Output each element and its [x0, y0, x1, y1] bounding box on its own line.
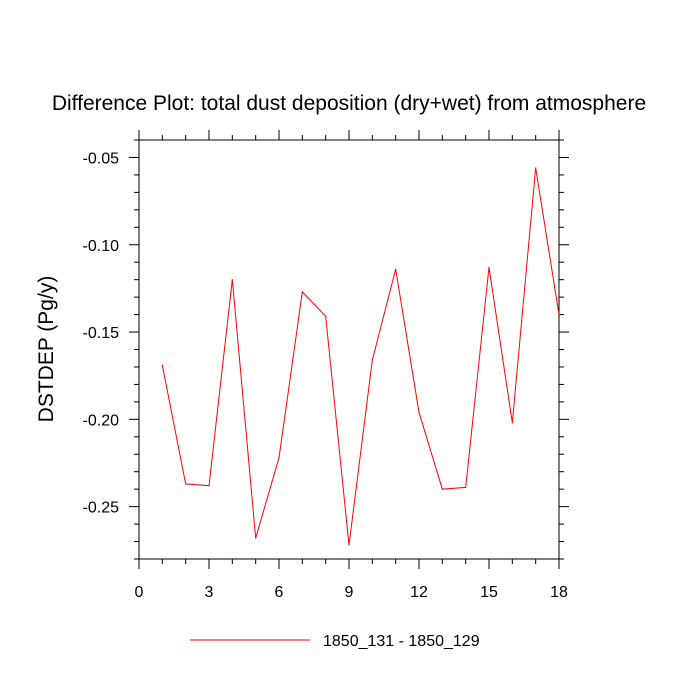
y-axis-label: DSTDEP (Pg/y) — [35, 276, 58, 423]
minor-ticks — [134, 135, 564, 564]
chart-title: Difference Plot: total dust deposition (… — [52, 92, 646, 115]
x-tick-label: 6 — [275, 584, 284, 601]
data-point — [558, 313, 560, 316]
major-ticks — [129, 130, 569, 569]
y-tick-label: -0.05 — [83, 150, 120, 167]
data-point — [208, 485, 210, 487]
data-point — [511, 422, 513, 424]
data-point — [418, 411, 420, 413]
series-line-0 — [161, 167, 560, 546]
y-tick-label: -0.25 — [83, 500, 120, 517]
x-tick-label: 0 — [135, 584, 144, 601]
x-tick-label: 15 — [480, 584, 498, 601]
y-tick-label: -0.15 — [83, 325, 120, 342]
y-tick-label: -0.10 — [83, 238, 120, 255]
data-point — [348, 544, 350, 546]
legend: 1850_131 - 1850_129 — [190, 633, 480, 650]
plot-frame — [138, 139, 560, 560]
legend-label: 1850_131 - 1850_129 — [323, 633, 480, 650]
data-point — [488, 266, 490, 269]
x-tick-label: 3 — [205, 584, 214, 601]
data-point — [301, 291, 303, 293]
x-tick-label: 9 — [345, 584, 354, 601]
data-point — [441, 488, 443, 490]
series-group — [161, 167, 560, 546]
data-point — [278, 457, 280, 459]
data-point — [465, 486, 467, 489]
data-point — [535, 167, 537, 169]
data-point — [231, 279, 233, 281]
data-point — [161, 364, 163, 366]
x-tick-label: 18 — [550, 584, 568, 601]
y-tick-label: -0.20 — [83, 412, 120, 429]
y-tick-labels: -0.25 -0.20 -0.15 -0.10 -0.05 — [83, 150, 120, 516]
data-point — [185, 483, 187, 485]
data-point — [395, 268, 397, 270]
data-point — [325, 315, 327, 317]
x-tick-labels: 0 3 6 9 12 15 18 — [135, 584, 568, 601]
data-point — [255, 537, 257, 539]
x-tick-label: 12 — [410, 584, 428, 601]
data-point — [371, 359, 373, 361]
